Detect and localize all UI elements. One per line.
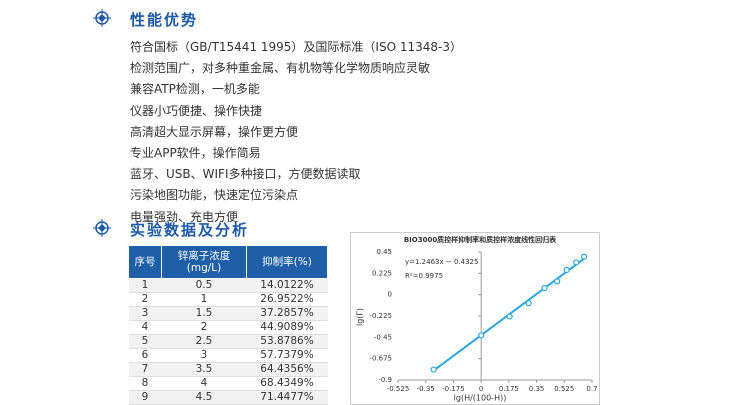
table-row: 5 2.5 53.8786% bbox=[128, 334, 328, 349]
point bbox=[580, 253, 588, 260]
table-cell: 3.5 bbox=[161, 362, 247, 377]
x-tick-label: 0.175 bbox=[499, 385, 519, 393]
data-table: 序号 锌离子浓度 (mg/L) 抑制率(%) 1 0.5 14.0122% 2 1 26.9522… bbox=[128, 245, 328, 405]
header-cell: 抑制率(%) bbox=[246, 245, 328, 279]
point bbox=[478, 332, 485, 339]
y-tick-label: 0 bbox=[388, 291, 392, 299]
list-item: 污染地图功能，快速定位污染点 bbox=[130, 188, 299, 203]
annotation: R²=0.9975 bbox=[405, 272, 443, 280]
table-row: 1 0.5 14.0122% bbox=[128, 278, 328, 293]
y-tick-label: 0.45 bbox=[376, 248, 392, 256]
table-cell: 71.4477% bbox=[246, 390, 328, 405]
list-item: 仪器小巧便捷、操作快捷 bbox=[130, 103, 263, 118]
table-row: 4 2 44.9089% bbox=[128, 320, 328, 335]
chart: BIO3000质控样抑制率和质控样浓度线性回归表 lg(H/(100-H)) l… bbox=[350, 232, 600, 405]
list-item: 电量强劲、充电方便 bbox=[130, 209, 239, 224]
list-item: 蓝牙、USB、WIFI多种接口，方便数据读取 bbox=[130, 167, 361, 182]
list-item: 兼容ATP检测，一机多能 bbox=[130, 82, 260, 97]
header-text: (mg/L) bbox=[186, 262, 222, 274]
x-tick-label: 0.525 bbox=[554, 385, 574, 393]
x-tick-label: -0.525 bbox=[387, 385, 410, 393]
x-axis-label: lg(H/(100-H)) bbox=[454, 394, 507, 403]
y-tick-label: 0.225 bbox=[372, 269, 392, 277]
list-item: 符合国标（GB/T15441 1995）及国际标准（ISO 11348-3） bbox=[130, 40, 462, 54]
point bbox=[525, 300, 532, 307]
y-tick-label: -0.675 bbox=[369, 355, 392, 363]
chart-title: BIO3000质控样抑制率和质控样浓度线性回归表 bbox=[404, 235, 557, 244]
list-item: 检测范围广，对多种重金属、有机物等化学物质响应灵敏 bbox=[130, 61, 431, 76]
table-row: 8 4 68.4349% bbox=[128, 376, 328, 391]
header-cell: 锌离子浓度 (mg/L) bbox=[161, 245, 247, 279]
header-text: 抑制率(%) bbox=[262, 256, 312, 268]
table-cell: 6 bbox=[128, 348, 162, 363]
x-tick-label: 0.35 bbox=[529, 385, 545, 393]
point bbox=[430, 366, 437, 373]
table-cell: 53.8786% bbox=[246, 334, 328, 349]
table-cell: 8 bbox=[128, 376, 162, 391]
section-icon bbox=[93, 9, 111, 27]
header-cell: 序号 bbox=[128, 245, 162, 279]
y-tick-label: -0.225 bbox=[369, 312, 392, 320]
table-cell: 9 bbox=[128, 390, 162, 405]
point bbox=[506, 313, 513, 320]
table-cell: 1 bbox=[161, 292, 247, 307]
x-tick-label: -0.35 bbox=[417, 385, 435, 393]
table-cell: 0.5 bbox=[161, 278, 247, 293]
x-tick-label: 0.7 bbox=[586, 385, 597, 393]
x-tick-label: -0.175 bbox=[442, 385, 465, 393]
table-cell: 7 bbox=[128, 362, 162, 377]
table-cell: 2 bbox=[161, 320, 247, 335]
point bbox=[554, 278, 561, 285]
table-cell: 3 bbox=[161, 348, 247, 363]
table-cell: 37.2857% bbox=[246, 306, 328, 321]
header-text: 锌离子浓度 bbox=[177, 250, 231, 262]
header-row: 序号 锌离子浓度 (mg/L) 抑制率(%) bbox=[128, 245, 328, 279]
x-tick-label: 0 bbox=[479, 385, 483, 393]
table-cell: 2.5 bbox=[161, 334, 247, 349]
point bbox=[541, 284, 548, 292]
table-cell: 3 bbox=[128, 306, 162, 321]
table-cell: 4.5 bbox=[161, 390, 247, 405]
table-cell: 1.5 bbox=[161, 306, 247, 321]
table-cell: 57.7379% bbox=[246, 348, 328, 363]
table-cell: 68.4349% bbox=[246, 376, 328, 391]
list-item: 高清超大显示屏幕，操作更方便 bbox=[130, 124, 299, 139]
table-cell: 44.9089% bbox=[246, 320, 328, 335]
table-row: 2 1 26.9522% bbox=[128, 292, 328, 307]
table-cell: 2 bbox=[128, 292, 162, 307]
list-item: 专业APP软件，操作简易 bbox=[130, 146, 261, 160]
y-tick-label: -0.45 bbox=[374, 333, 392, 341]
annotation: y=1.2463x − 0.4325 bbox=[405, 258, 478, 266]
table-cell: 64.4356% bbox=[246, 362, 328, 377]
table-row: 7 3.5 64.4356% bbox=[128, 362, 328, 377]
point bbox=[573, 259, 580, 266]
section-title: 实验数据及分析 bbox=[130, 221, 250, 239]
point bbox=[563, 266, 570, 274]
section-icon bbox=[93, 219, 111, 237]
table-row: 3 1.5 37.2857% bbox=[128, 306, 328, 321]
table-row: 6 3 57.7379% bbox=[128, 348, 328, 363]
table-cell: 26.9522% bbox=[246, 292, 328, 307]
section-title: 性能优势 bbox=[130, 11, 199, 29]
y-axis-label: lg(Γ) bbox=[356, 308, 365, 326]
table-cell: 4 bbox=[161, 376, 247, 391]
header-text: 序号 bbox=[134, 256, 156, 268]
table-cell: 14.0122% bbox=[246, 278, 328, 293]
table-cell: 1 bbox=[128, 278, 162, 293]
y-tick-label: -0.9 bbox=[378, 376, 392, 384]
table-cell: 4 bbox=[128, 320, 162, 335]
table-row: 9 4.5 71.4477% bbox=[128, 390, 328, 405]
table-cell: 5 bbox=[128, 334, 162, 349]
